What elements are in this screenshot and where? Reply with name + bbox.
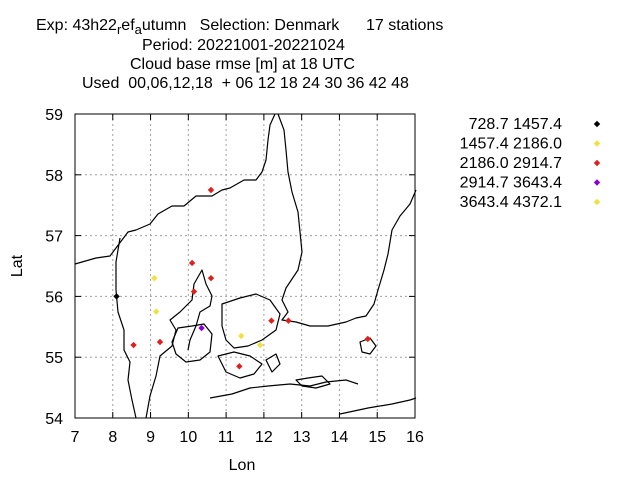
legend: 728.7 1457.4 1457.4 2186.0 2186.0 2914.7 29… — [460, 116, 601, 211]
x-tick-label: 13 — [293, 429, 311, 446]
x-tick-label: 12 — [255, 429, 273, 446]
legend-label: 2914.7 3643.4 — [460, 175, 562, 192]
y-tick-label: 58 — [45, 168, 63, 185]
y-tick-label: 59 — [45, 107, 63, 124]
data-point — [285, 317, 292, 324]
chart-title-line3: Cloud base rmse [m] at 18 UTC — [130, 56, 355, 73]
x-tick-label: 7 — [71, 429, 80, 446]
x-tick-label: 9 — [146, 429, 155, 446]
title-subscript-2: a — [134, 22, 142, 38]
data-point — [207, 186, 215, 194]
data-point — [190, 288, 198, 295]
x-tick-label: 15 — [368, 429, 386, 446]
x-axis-label: Lon — [229, 457, 256, 474]
data-point — [198, 324, 205, 332]
legend-marker — [593, 140, 601, 147]
grid-lines — [75, 114, 415, 418]
data-point — [151, 274, 158, 282]
coastline-map — [74, 113, 417, 419]
y-tick-label: 57 — [45, 229, 63, 246]
data-point — [188, 259, 196, 267]
data-point — [130, 341, 137, 349]
legend-label: 1457.4 2186.0 — [460, 136, 562, 153]
data-point — [364, 335, 371, 343]
x-tick-label: 14 — [331, 429, 349, 446]
x-tick-label: 8 — [108, 429, 117, 446]
y-tick-label: 54 — [45, 411, 63, 428]
legend-label: 3643.4 4372.1 — [460, 194, 562, 211]
axis-ticks — [74, 113, 416, 419]
x-tick-label: 11 — [218, 429, 235, 446]
x-tick-label: 16 — [406, 429, 424, 446]
legend-marker — [593, 198, 601, 206]
plot-frame — [74, 113, 416, 419]
plot-border — [74, 113, 416, 419]
data-point — [113, 293, 120, 300]
x-tick-labels: 7 8 9 10 11 12 13 14 15 16 — [71, 429, 424, 446]
y-tick-label: 55 — [45, 350, 63, 367]
data-points — [113, 186, 371, 370]
data-point — [268, 317, 275, 324]
chart-title-line1: Exp: 43h22refautumn Selection: Denmark 1… — [36, 17, 443, 37]
legend-marker — [593, 159, 601, 167]
y-tick-labels: 54 55 56 57 58 59 — [45, 107, 63, 428]
data-point — [256, 341, 264, 349]
x-tick-label: 10 — [179, 429, 197, 446]
data-point — [207, 274, 215, 282]
chart-title-line4: Used 00,06,12,18 + 06 12 18 24 30 36 42 … — [82, 75, 409, 92]
legend-label: 2186.0 2914.7 — [460, 155, 562, 172]
title-prefix: Exp: 43h22 — [36, 17, 117, 34]
legend-marker — [593, 179, 601, 186]
data-point — [153, 308, 160, 315]
data-point — [156, 338, 164, 346]
title-subscript-1: r — [116, 22, 122, 38]
chart-title-line2: Period: 20221001-20221024 — [142, 37, 345, 54]
y-tick-label: 56 — [45, 289, 63, 306]
data-point — [238, 332, 245, 340]
data-point — [236, 363, 243, 370]
title-mid: ef — [121, 17, 135, 34]
title-rest: utumn Selection: Denmark 17 stations — [141, 17, 444, 34]
y-axis-label: Lat — [9, 254, 26, 277]
legend-marker — [593, 120, 601, 128]
legend-label: 728.7 1457.4 — [469, 116, 563, 133]
